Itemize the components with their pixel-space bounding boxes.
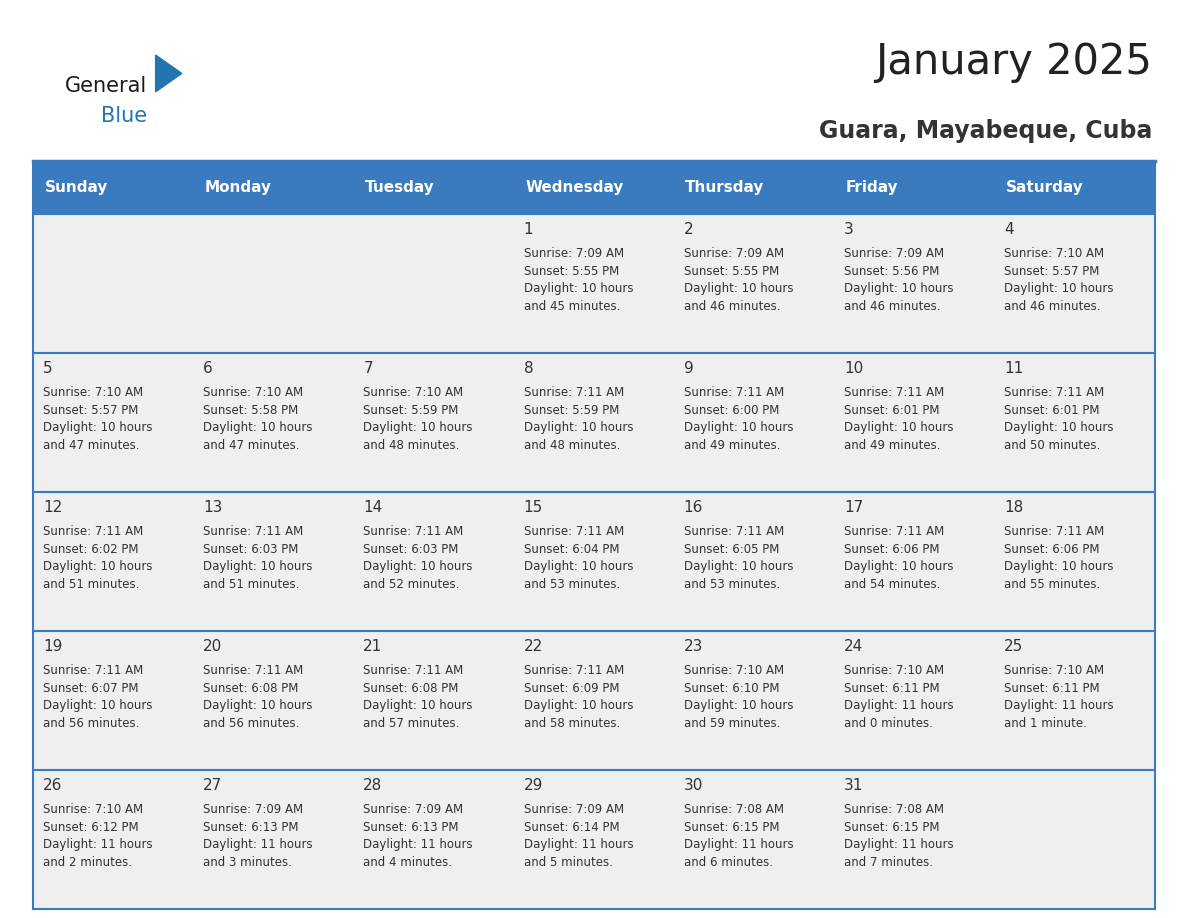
Text: Sunrise: 7:11 AM
Sunset: 6:05 PM
Daylight: 10 hours
and 53 minutes.: Sunrise: 7:11 AM Sunset: 6:05 PM Dayligh… bbox=[684, 525, 794, 590]
Text: 15: 15 bbox=[524, 500, 543, 515]
Text: General: General bbox=[65, 76, 147, 96]
Text: 26: 26 bbox=[43, 778, 62, 793]
Text: 29: 29 bbox=[524, 778, 543, 793]
Bar bbox=[33, 770, 1155, 909]
Text: 27: 27 bbox=[203, 778, 222, 793]
Text: Sunrise: 7:09 AM
Sunset: 6:13 PM
Daylight: 11 hours
and 3 minutes.: Sunrise: 7:09 AM Sunset: 6:13 PM Dayligh… bbox=[203, 803, 312, 868]
Text: 2: 2 bbox=[684, 222, 694, 237]
Text: Sunrise: 7:11 AM
Sunset: 6:08 PM
Daylight: 10 hours
and 57 minutes.: Sunrise: 7:11 AM Sunset: 6:08 PM Dayligh… bbox=[364, 665, 473, 730]
Text: 12: 12 bbox=[43, 500, 62, 515]
Bar bbox=[33, 161, 1155, 214]
Text: Sunrise: 7:11 AM
Sunset: 6:00 PM
Daylight: 10 hours
and 49 minutes.: Sunrise: 7:11 AM Sunset: 6:00 PM Dayligh… bbox=[684, 386, 794, 452]
Text: Sunrise: 7:10 AM
Sunset: 6:11 PM
Daylight: 11 hours
and 1 minute.: Sunrise: 7:10 AM Sunset: 6:11 PM Dayligh… bbox=[1004, 665, 1114, 730]
Text: Sunrise: 7:11 AM
Sunset: 6:01 PM
Daylight: 10 hours
and 50 minutes.: Sunrise: 7:11 AM Sunset: 6:01 PM Dayligh… bbox=[1004, 386, 1113, 452]
Text: 17: 17 bbox=[843, 500, 864, 515]
Text: Guara, Mayabeque, Cuba: Guara, Mayabeque, Cuba bbox=[819, 119, 1152, 143]
Text: Sunrise: 7:09 AM
Sunset: 6:13 PM
Daylight: 11 hours
and 4 minutes.: Sunrise: 7:09 AM Sunset: 6:13 PM Dayligh… bbox=[364, 803, 473, 868]
Text: Sunrise: 7:11 AM
Sunset: 6:02 PM
Daylight: 10 hours
and 51 minutes.: Sunrise: 7:11 AM Sunset: 6:02 PM Dayligh… bbox=[43, 525, 152, 590]
Text: 4: 4 bbox=[1004, 222, 1013, 237]
Text: 3: 3 bbox=[843, 222, 854, 237]
Text: Sunrise: 7:10 AM
Sunset: 5:57 PM
Daylight: 10 hours
and 46 minutes.: Sunrise: 7:10 AM Sunset: 5:57 PM Dayligh… bbox=[1004, 247, 1113, 313]
Text: 11: 11 bbox=[1004, 361, 1023, 376]
Text: 21: 21 bbox=[364, 639, 383, 655]
Text: Wednesday: Wednesday bbox=[525, 180, 624, 195]
Text: Sunrise: 7:11 AM
Sunset: 6:03 PM
Daylight: 10 hours
and 52 minutes.: Sunrise: 7:11 AM Sunset: 6:03 PM Dayligh… bbox=[364, 525, 473, 590]
Text: 19: 19 bbox=[43, 639, 62, 655]
Text: 1: 1 bbox=[524, 222, 533, 237]
Text: Sunrise: 7:10 AM
Sunset: 5:58 PM
Daylight: 10 hours
and 47 minutes.: Sunrise: 7:10 AM Sunset: 5:58 PM Dayligh… bbox=[203, 386, 312, 452]
Text: 24: 24 bbox=[843, 639, 864, 655]
Text: January 2025: January 2025 bbox=[876, 41, 1152, 84]
Text: 8: 8 bbox=[524, 361, 533, 376]
Bar bbox=[33, 214, 1155, 353]
Text: Sunrise: 7:10 AM
Sunset: 6:11 PM
Daylight: 11 hours
and 0 minutes.: Sunrise: 7:10 AM Sunset: 6:11 PM Dayligh… bbox=[843, 665, 954, 730]
Text: Sunrise: 7:09 AM
Sunset: 5:55 PM
Daylight: 10 hours
and 45 minutes.: Sunrise: 7:09 AM Sunset: 5:55 PM Dayligh… bbox=[524, 247, 633, 313]
Text: Sunday: Sunday bbox=[44, 180, 108, 195]
Text: Sunrise: 7:11 AM
Sunset: 6:03 PM
Daylight: 10 hours
and 51 minutes.: Sunrise: 7:11 AM Sunset: 6:03 PM Dayligh… bbox=[203, 525, 312, 590]
Text: Sunrise: 7:10 AM
Sunset: 6:10 PM
Daylight: 10 hours
and 59 minutes.: Sunrise: 7:10 AM Sunset: 6:10 PM Dayligh… bbox=[684, 665, 794, 730]
Text: 31: 31 bbox=[843, 778, 864, 793]
Text: 28: 28 bbox=[364, 778, 383, 793]
Text: 16: 16 bbox=[684, 500, 703, 515]
Polygon shape bbox=[156, 55, 182, 92]
Text: Thursday: Thursday bbox=[685, 180, 765, 195]
Text: Saturday: Saturday bbox=[1006, 180, 1083, 195]
Text: 14: 14 bbox=[364, 500, 383, 515]
Text: 7: 7 bbox=[364, 361, 373, 376]
Text: 10: 10 bbox=[843, 361, 864, 376]
Text: Sunrise: 7:11 AM
Sunset: 6:07 PM
Daylight: 10 hours
and 56 minutes.: Sunrise: 7:11 AM Sunset: 6:07 PM Dayligh… bbox=[43, 665, 152, 730]
Text: Monday: Monday bbox=[204, 180, 272, 195]
Text: Sunrise: 7:08 AM
Sunset: 6:15 PM
Daylight: 11 hours
and 7 minutes.: Sunrise: 7:08 AM Sunset: 6:15 PM Dayligh… bbox=[843, 803, 954, 868]
Bar bbox=[33, 492, 1155, 631]
Text: Sunrise: 7:09 AM
Sunset: 6:14 PM
Daylight: 11 hours
and 5 minutes.: Sunrise: 7:09 AM Sunset: 6:14 PM Dayligh… bbox=[524, 803, 633, 868]
Text: Sunrise: 7:10 AM
Sunset: 5:57 PM
Daylight: 10 hours
and 47 minutes.: Sunrise: 7:10 AM Sunset: 5:57 PM Dayligh… bbox=[43, 386, 152, 452]
Text: Sunrise: 7:09 AM
Sunset: 5:56 PM
Daylight: 10 hours
and 46 minutes.: Sunrise: 7:09 AM Sunset: 5:56 PM Dayligh… bbox=[843, 247, 954, 313]
Text: 25: 25 bbox=[1004, 639, 1023, 655]
Text: Sunrise: 7:08 AM
Sunset: 6:15 PM
Daylight: 11 hours
and 6 minutes.: Sunrise: 7:08 AM Sunset: 6:15 PM Dayligh… bbox=[684, 803, 794, 868]
Text: 13: 13 bbox=[203, 500, 222, 515]
Text: 20: 20 bbox=[203, 639, 222, 655]
Text: Tuesday: Tuesday bbox=[365, 180, 435, 195]
Text: Sunrise: 7:09 AM
Sunset: 5:55 PM
Daylight: 10 hours
and 46 minutes.: Sunrise: 7:09 AM Sunset: 5:55 PM Dayligh… bbox=[684, 247, 794, 313]
Bar bbox=[33, 631, 1155, 770]
Bar bbox=[33, 353, 1155, 492]
Text: Sunrise: 7:11 AM
Sunset: 6:06 PM
Daylight: 10 hours
and 54 minutes.: Sunrise: 7:11 AM Sunset: 6:06 PM Dayligh… bbox=[843, 525, 954, 590]
Text: 5: 5 bbox=[43, 361, 52, 376]
Text: Sunrise: 7:11 AM
Sunset: 6:06 PM
Daylight: 10 hours
and 55 minutes.: Sunrise: 7:11 AM Sunset: 6:06 PM Dayligh… bbox=[1004, 525, 1113, 590]
Text: 22: 22 bbox=[524, 639, 543, 655]
Text: 18: 18 bbox=[1004, 500, 1023, 515]
Text: 30: 30 bbox=[684, 778, 703, 793]
Text: Sunrise: 7:11 AM
Sunset: 6:01 PM
Daylight: 10 hours
and 49 minutes.: Sunrise: 7:11 AM Sunset: 6:01 PM Dayligh… bbox=[843, 386, 954, 452]
Text: Sunrise: 7:11 AM
Sunset: 6:08 PM
Daylight: 10 hours
and 56 minutes.: Sunrise: 7:11 AM Sunset: 6:08 PM Dayligh… bbox=[203, 665, 312, 730]
Text: Sunrise: 7:11 AM
Sunset: 6:04 PM
Daylight: 10 hours
and 53 minutes.: Sunrise: 7:11 AM Sunset: 6:04 PM Dayligh… bbox=[524, 525, 633, 590]
Text: Sunrise: 7:11 AM
Sunset: 6:09 PM
Daylight: 10 hours
and 58 minutes.: Sunrise: 7:11 AM Sunset: 6:09 PM Dayligh… bbox=[524, 665, 633, 730]
Text: Sunrise: 7:10 AM
Sunset: 5:59 PM
Daylight: 10 hours
and 48 minutes.: Sunrise: 7:10 AM Sunset: 5:59 PM Dayligh… bbox=[364, 386, 473, 452]
Text: 6: 6 bbox=[203, 361, 213, 376]
Text: Blue: Blue bbox=[101, 106, 147, 126]
Text: 23: 23 bbox=[684, 639, 703, 655]
Text: 9: 9 bbox=[684, 361, 694, 376]
Text: Friday: Friday bbox=[846, 180, 898, 195]
Text: Sunrise: 7:11 AM
Sunset: 5:59 PM
Daylight: 10 hours
and 48 minutes.: Sunrise: 7:11 AM Sunset: 5:59 PM Dayligh… bbox=[524, 386, 633, 452]
Text: Sunrise: 7:10 AM
Sunset: 6:12 PM
Daylight: 11 hours
and 2 minutes.: Sunrise: 7:10 AM Sunset: 6:12 PM Dayligh… bbox=[43, 803, 152, 868]
